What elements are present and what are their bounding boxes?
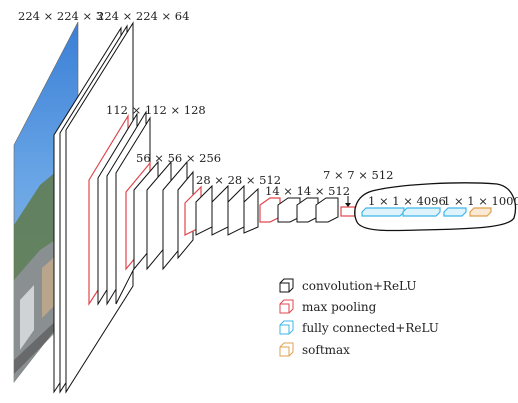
input-dims-label: 224 × 224 × 3: [18, 9, 103, 23]
conv5-block: [259, 197, 339, 223]
stage-label-conv2: 112 × 112 × 128: [106, 103, 206, 117]
pool5-block: [340, 196, 356, 217]
legend-label-conv: convolution+ReLU: [302, 279, 416, 293]
stage-label-pool5: 7 × 7 × 512: [323, 168, 393, 182]
conv4-block: [184, 184, 259, 236]
stage-label-conv5: 14 × 14 × 512: [265, 184, 350, 198]
legend-label-pool: max pooling: [302, 300, 377, 314]
stage-label-softmax: 1 × 1 × 1000: [443, 194, 518, 208]
stage-label-conv1: 224 × 224 × 64: [97, 9, 189, 23]
legend-cube-fc-icon: [279, 320, 294, 335]
legend-item-conv: convolution+ReLU: [279, 278, 416, 293]
legend-item-pool: max pooling: [279, 299, 377, 314]
stage-label-conv3: 56 × 56 × 256: [136, 151, 221, 165]
legend: convolution+ReLU max pooling fully conne…: [279, 278, 439, 357]
legend-label-softmax: softmax: [302, 343, 350, 357]
highlight-loop: [354, 182, 517, 232]
legend-cube-softmax-icon: [279, 342, 294, 357]
legend-cube-pool-icon: [279, 299, 294, 314]
legend-cube-conv-icon: [279, 278, 294, 293]
legend-item-softmax: softmax: [279, 342, 350, 357]
legend-item-fc: fully connected+ReLU: [279, 320, 439, 335]
fc-layers: [361, 207, 492, 217]
legend-label-fc: fully connected+ReLU: [302, 321, 439, 335]
stage-label-conv4: 28 × 28 × 512: [196, 173, 281, 187]
stage-label-fc: 1 × 1 × 4096: [368, 194, 446, 208]
